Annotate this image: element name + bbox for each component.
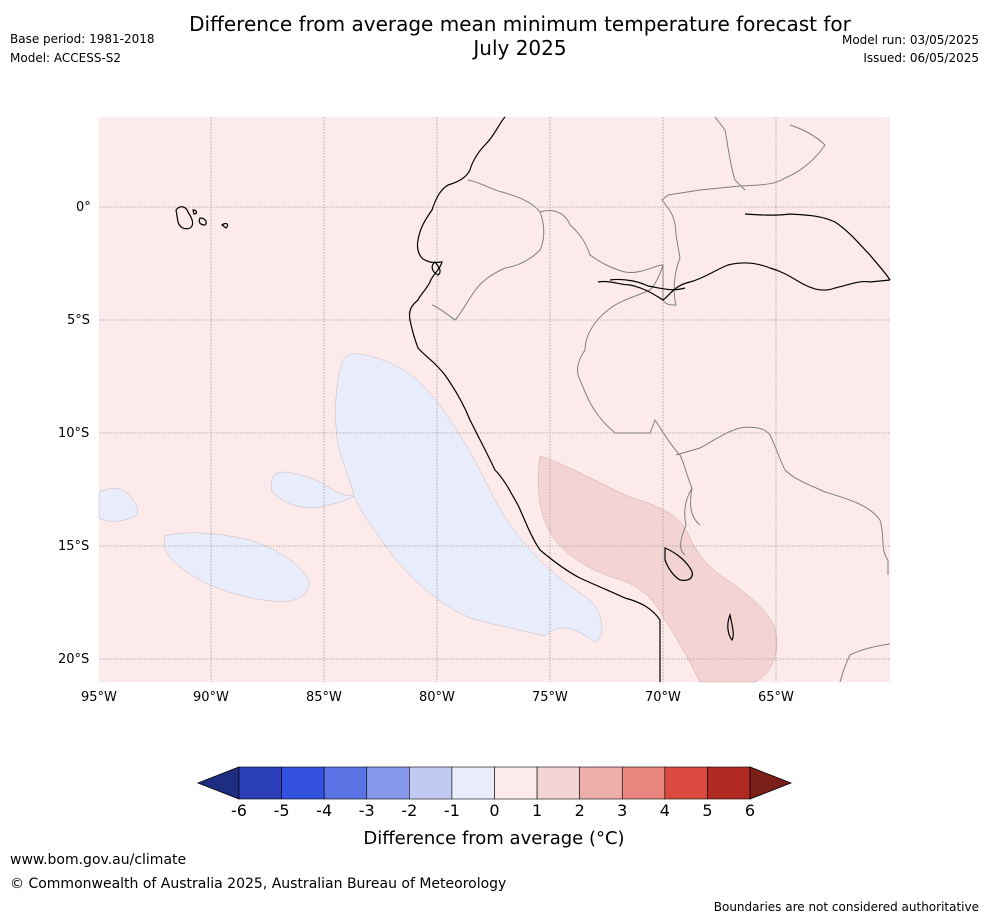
colorbar-extend-high	[749, 766, 793, 800]
colorbar-tick-label: 1	[531, 801, 543, 820]
colorbar-title: Difference from average (°C)	[363, 828, 625, 849]
colorbar-bin	[494, 766, 538, 800]
cool-anomaly-region-west	[163, 532, 310, 602]
colorbar-bin	[621, 766, 666, 800]
colorbar-tick-label: 5	[702, 801, 713, 820]
colorbar-bin	[409, 766, 453, 800]
model-run-label: Model run: 03/05/2025	[841, 33, 979, 47]
lon-label-70w: 70°W	[645, 690, 681, 705]
colorbar-tick-label: -3	[358, 801, 375, 820]
colorbar-tick-label: 6	[744, 801, 756, 820]
lon-label-85w: 85°W	[306, 690, 342, 705]
colorbar-tick-label: -1	[443, 801, 460, 820]
title-line-2: July 2025	[473, 36, 567, 60]
colorbar-bin	[664, 766, 708, 800]
colorbar-tick-label: -5	[273, 801, 290, 820]
colorbar-tick-label: -2	[401, 801, 418, 820]
chart-title: Difference from average mean minimum tem…	[0, 12, 988, 60]
colorbar-tick-label: 3	[617, 801, 628, 820]
colorbar-tick-label: -4	[316, 801, 333, 820]
country-borders	[431, 116, 891, 683]
colorbar-bin	[451, 766, 495, 800]
lon-label-90w: 90°W	[193, 690, 229, 705]
coastlines	[175, 116, 891, 682]
model-label: Model: ACCESS-S2	[10, 51, 122, 65]
colorbar-bin	[323, 766, 368, 800]
colorbar-tick-label: -6	[231, 801, 247, 820]
lon-label-75w: 75°W	[532, 690, 568, 705]
colorbar-bin	[366, 766, 410, 800]
base-period-label: Base period: 1981-2018	[10, 32, 155, 46]
lat-label-15s: 15°S	[58, 539, 90, 554]
colorbar-tick-label: 2	[574, 801, 585, 820]
footer-copyright: © Commonwealth of Australia 2025, Austra…	[10, 876, 507, 892]
colorbar-bin	[536, 766, 580, 800]
footer-disclaimer: Boundaries are not considered authoritat…	[713, 900, 979, 914]
cool-anomaly-region-offshore	[271, 353, 603, 643]
cool-anomaly-region-edge	[98, 488, 138, 522]
colorbar-extend-low	[196, 766, 240, 800]
lon-label-65w: 65°W	[758, 690, 794, 705]
title-line-1: Difference from average mean minimum tem…	[189, 12, 851, 36]
lat-label-0: 0°	[76, 200, 91, 215]
lon-label-95w: 95°W	[81, 690, 117, 705]
lat-label-10s: 10°S	[58, 426, 90, 441]
colorbar-tick-labels: -6 -5 -4 -3 -2 -1 0 1 2 3 4 5 6	[0, 801, 988, 823]
footer-url: www.bom.gov.au/climate	[10, 852, 187, 868]
warm-anomaly-region	[537, 455, 778, 683]
graticule	[99, 117, 890, 682]
lat-label-20s: 20°S	[58, 652, 90, 667]
colorbar-bin	[281, 766, 325, 800]
issued-label: Issued: 06/05/2025	[863, 51, 979, 65]
colorbar-bin	[707, 766, 751, 800]
colorbar-bin	[238, 766, 282, 800]
colorbar-tick-label: 0	[489, 801, 500, 820]
lat-label-5s: 5°S	[67, 313, 91, 328]
colorbar-tick-label: 4	[659, 801, 670, 820]
lon-label-80w: 80°W	[419, 690, 455, 705]
colorbar-bin	[579, 766, 623, 800]
